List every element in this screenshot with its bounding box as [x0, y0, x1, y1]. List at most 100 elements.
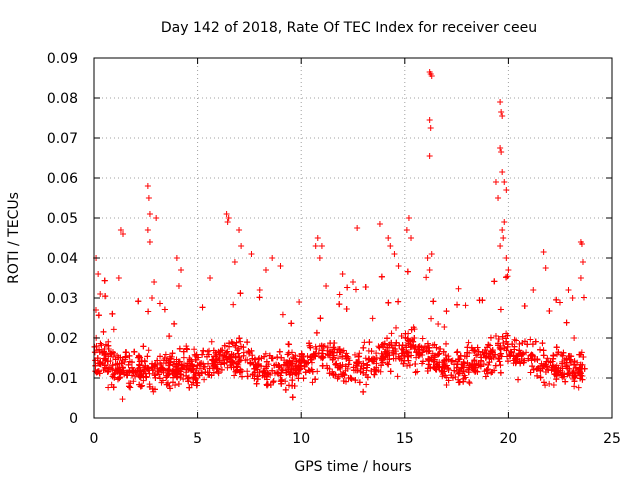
data-point	[412, 360, 419, 367]
data-point	[474, 344, 481, 351]
data-point	[423, 274, 430, 281]
data-point	[390, 355, 397, 362]
data-point	[135, 372, 142, 379]
data-point	[191, 346, 198, 353]
data-point	[151, 363, 158, 370]
data-point	[364, 362, 371, 369]
data-point	[112, 356, 119, 363]
data-point	[537, 346, 544, 353]
data-point	[236, 357, 243, 364]
data-point	[173, 366, 180, 373]
data-point	[157, 353, 164, 360]
data-point	[156, 300, 163, 307]
data-point	[146, 211, 153, 217]
data-point	[419, 335, 426, 342]
data-point	[163, 381, 170, 388]
data-point	[460, 378, 467, 385]
data-point	[309, 379, 316, 386]
data-point	[196, 361, 203, 368]
data-point	[373, 350, 380, 357]
data-point	[514, 353, 521, 360]
data-point	[471, 348, 478, 355]
data-point	[278, 369, 285, 376]
data-point	[264, 370, 271, 377]
data-point	[537, 374, 544, 381]
data-point	[577, 351, 584, 358]
data-point	[533, 366, 540, 373]
data-point	[369, 315, 376, 322]
data-point	[279, 311, 286, 318]
data-point	[454, 348, 461, 355]
data-point	[492, 362, 499, 369]
data-point	[411, 335, 418, 342]
data-point	[183, 345, 190, 352]
data-point	[345, 355, 352, 362]
data-point	[244, 368, 251, 375]
data-point	[289, 377, 296, 384]
data-point	[128, 364, 135, 371]
data-point	[553, 296, 560, 303]
data-point	[186, 365, 193, 372]
data-point	[91, 343, 98, 350]
data-point	[458, 361, 465, 368]
data-point	[366, 339, 373, 346]
data-point	[327, 340, 334, 347]
data-point	[563, 359, 570, 366]
data-point	[332, 361, 339, 368]
data-point	[430, 298, 437, 305]
data-point	[500, 339, 507, 346]
data-point	[395, 298, 402, 305]
data-point	[352, 377, 359, 384]
data-point	[360, 344, 367, 351]
data-point	[97, 291, 104, 297]
data-point	[313, 329, 320, 336]
data-point	[130, 378, 137, 385]
data-point	[556, 299, 563, 306]
data-point	[420, 347, 427, 354]
data-point	[288, 360, 295, 367]
data-point	[231, 259, 238, 265]
data-point	[366, 356, 373, 363]
data-point	[470, 358, 477, 365]
data-point	[184, 360, 191, 367]
data-point	[236, 227, 243, 233]
y-axis-label: ROTI / TECUs	[6, 192, 22, 284]
data-point	[250, 361, 257, 368]
data-point	[488, 369, 495, 376]
data-point	[428, 315, 435, 322]
data-point	[527, 336, 534, 343]
data-point	[312, 243, 319, 249]
data-point	[404, 362, 411, 369]
data-point	[284, 351, 291, 358]
data-point	[576, 365, 583, 372]
data-point	[464, 349, 471, 356]
data-point	[135, 298, 142, 305]
data-point	[323, 283, 330, 289]
data-point	[547, 359, 554, 366]
data-point	[116, 375, 123, 382]
data-point	[426, 153, 433, 159]
data-point	[424, 255, 431, 261]
data-point	[482, 373, 489, 380]
data-point	[431, 341, 438, 348]
data-point	[246, 349, 253, 356]
data-point	[102, 293, 109, 300]
data-point	[171, 362, 178, 369]
data-point	[427, 125, 434, 131]
data-point	[448, 358, 455, 365]
data-point	[540, 249, 547, 255]
data-point	[154, 357, 161, 364]
data-point	[143, 374, 150, 381]
axis-ticks	[93, 57, 613, 419]
data-point	[357, 368, 364, 375]
data-point	[424, 340, 431, 347]
data-point	[438, 367, 445, 374]
data-point	[146, 239, 153, 245]
data-point	[289, 382, 296, 389]
y-tick-label: 0.08	[47, 91, 78, 107]
data-point	[296, 366, 303, 373]
data-point	[539, 340, 546, 347]
data-point	[144, 183, 151, 189]
data-point	[193, 382, 200, 389]
data-point	[388, 342, 395, 349]
